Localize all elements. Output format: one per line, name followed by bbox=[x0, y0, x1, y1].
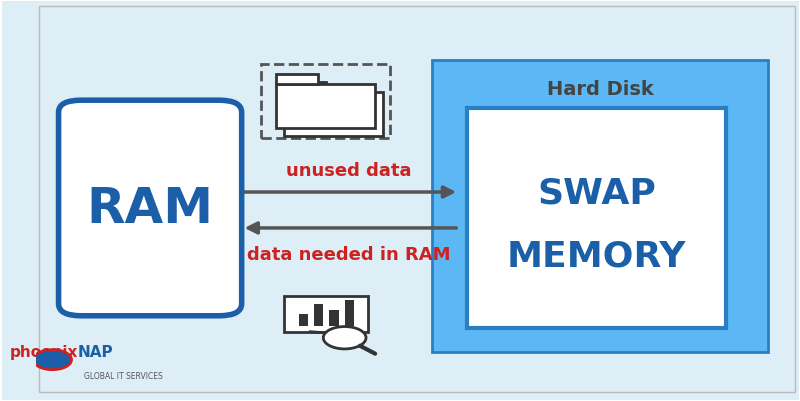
Text: RAM: RAM bbox=[86, 184, 214, 233]
FancyBboxPatch shape bbox=[276, 85, 375, 129]
Text: Hard Disk: Hard Disk bbox=[547, 79, 654, 99]
FancyBboxPatch shape bbox=[284, 93, 383, 137]
FancyBboxPatch shape bbox=[466, 109, 726, 328]
Text: unused data: unused data bbox=[286, 162, 411, 180]
Text: MEMORY: MEMORY bbox=[506, 239, 686, 273]
Bar bbox=[330, 310, 338, 326]
Text: data needed in RAM: data needed in RAM bbox=[246, 245, 450, 263]
FancyBboxPatch shape bbox=[58, 101, 242, 316]
Text: GLOBAL IT SERVICES: GLOBAL IT SERVICES bbox=[84, 371, 162, 380]
Bar bbox=[261, 65, 390, 139]
FancyBboxPatch shape bbox=[284, 296, 367, 332]
Bar bbox=[299, 314, 308, 326]
Text: SWAP: SWAP bbox=[537, 176, 656, 209]
FancyBboxPatch shape bbox=[284, 83, 326, 93]
Bar bbox=[314, 304, 323, 326]
FancyBboxPatch shape bbox=[276, 75, 318, 85]
Text: phoenix: phoenix bbox=[10, 344, 78, 359]
Text: NAP: NAP bbox=[78, 344, 114, 359]
Circle shape bbox=[323, 327, 366, 349]
Circle shape bbox=[34, 350, 71, 370]
FancyBboxPatch shape bbox=[432, 61, 768, 352]
Bar bbox=[345, 300, 354, 326]
